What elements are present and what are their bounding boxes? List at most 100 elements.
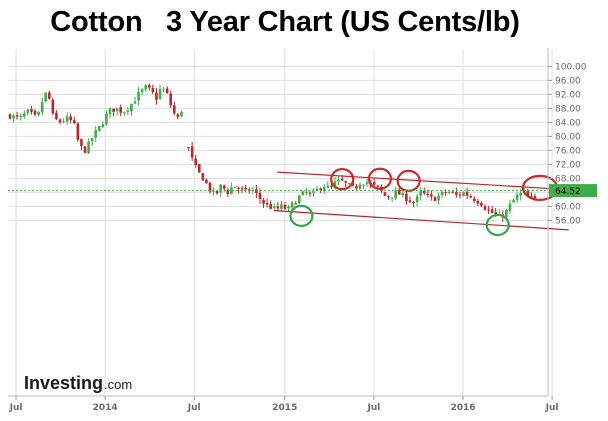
candle-up [312,191,315,194]
candle-down [340,179,344,181]
candle-up [326,185,330,188]
candle-down [530,196,533,198]
candle-down [355,186,358,189]
candle-down [58,119,62,123]
candle-down [155,92,158,100]
candle-down [237,187,240,189]
candle-up [519,192,522,196]
candle-up [87,141,90,154]
candle-up [22,113,26,117]
candle-down [308,192,312,194]
x-tick-label: Jul [9,403,23,413]
candle-up [333,181,337,188]
candle-down [76,123,80,140]
candle-down [47,92,51,99]
candle-up [505,210,508,218]
candle-down [412,202,415,204]
candle-up [233,186,237,188]
candle-down [15,115,19,117]
candle-up [301,191,305,196]
candle-down [222,185,226,189]
candle-up [462,192,465,197]
current-price-label: 64.52 [555,187,581,197]
candle-up [415,196,419,203]
candle-down [176,114,180,117]
candle-down [262,199,265,204]
candle-down [147,85,151,88]
candle-down [112,108,115,112]
candle-down [408,200,412,202]
candle-down [455,192,458,195]
candle-down [397,189,401,195]
candle-down [83,146,87,153]
candle-down [69,116,73,120]
candle-down [187,147,190,149]
candle-up [115,108,119,111]
candle-down [330,185,333,187]
candle-up [94,130,98,138]
candle-down [483,206,487,210]
candle-up [126,110,130,112]
candle-down [376,185,380,187]
candle-up [287,206,290,209]
candlestick-series [8,83,537,222]
candle-down [55,112,58,120]
investing-logo: Investing .com [24,373,132,393]
candle-down [526,191,530,197]
candle-up [365,182,369,185]
candle-up [315,188,319,191]
candle-up [297,195,301,204]
candle-down [422,190,426,194]
candle-up [162,89,165,91]
x-tick-label: Jul [187,403,201,413]
y-tick-label: 56.00 [555,216,581,226]
candle-up [37,111,40,115]
candle-up [437,195,440,201]
candle-up [105,113,108,125]
candle-up [62,121,65,123]
candle-down [8,114,12,119]
x-tick-label: 2016 [450,403,475,413]
candle-up [130,104,133,112]
candle-down [172,105,176,114]
candle-down [269,204,272,209]
x-tick-label: 2014 [93,403,118,413]
candle-up [322,187,326,191]
candle-down [283,204,287,209]
candle-up [137,91,140,101]
candle-down [426,193,430,195]
candle-down [119,107,123,113]
candle-down [201,173,205,181]
candle-down [487,209,490,211]
candle-down [205,179,208,184]
x-axis: Jul 2014 Jul 2015 Jul 2016 Jul [9,396,559,413]
candle-down [433,197,437,202]
support-touch-circle-2015 [289,204,314,227]
y-tick-label: 100.00 [555,62,587,72]
candle-down [444,191,447,193]
candle-up [305,191,308,193]
candle-down [405,193,408,202]
candle-down [294,203,297,205]
candle-down [480,202,483,206]
y-tick-label: 76.00 [555,146,581,156]
candle-down [151,87,155,93]
x-tick-label: Jul [545,403,559,413]
candle-up [97,126,101,131]
candle-up [65,116,69,122]
candle-down [165,88,169,93]
upper-resistance-line [277,171,574,191]
candle-up [180,111,183,117]
current-price-box-bg [549,184,597,198]
candle-down [465,191,469,196]
y-tick-label: 96.00 [555,76,581,86]
candle-up [419,190,422,196]
candle-down [244,188,247,190]
candle-up [40,102,44,113]
y-tick-label: 92.00 [555,90,581,100]
candle-up [19,115,23,118]
candle-up [108,108,112,115]
current-price-box: 64.52 [549,184,597,198]
candle-down [80,139,83,147]
